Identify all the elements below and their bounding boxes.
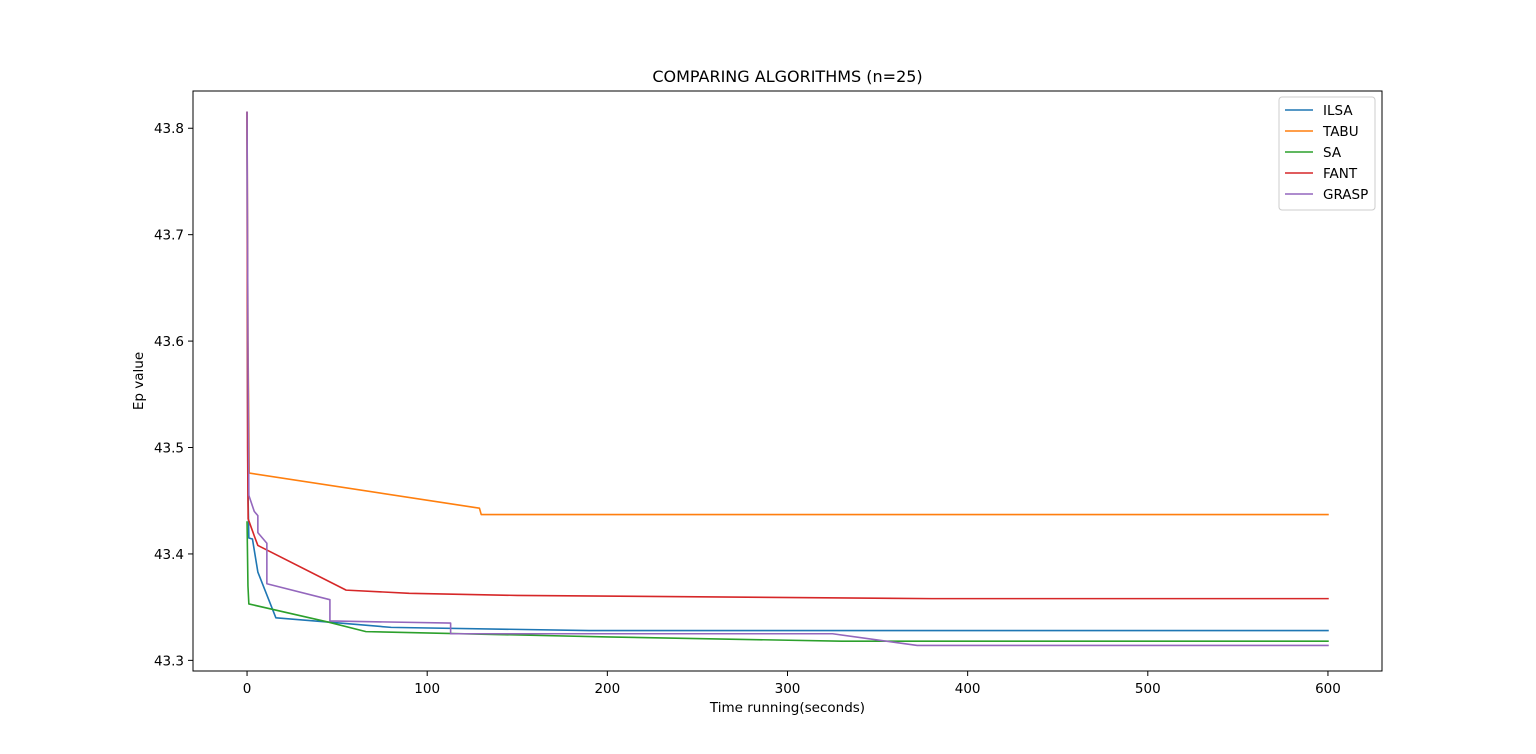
x-tick-label: 300 — [775, 681, 801, 697]
legend-label-fant: FANT — [1323, 166, 1358, 182]
series-layer — [246, 111, 1329, 647]
legend-label-sa: SA — [1323, 145, 1342, 161]
x-tick-label: 500 — [1135, 681, 1161, 697]
x-tick-label: 400 — [955, 681, 981, 697]
y-tick-label: 43.4 — [154, 547, 184, 563]
y-tick-label: 43.6 — [154, 334, 184, 350]
y-tick-label: 43.5 — [154, 441, 184, 457]
x-tick-label: 600 — [1315, 681, 1341, 697]
y-tick-label: 43.3 — [154, 653, 184, 669]
series-line-fant — [246, 111, 1329, 600]
chart-title: COMPARING ALGORITHMS (n=25) — [652, 67, 922, 86]
y-tick-label: 43.7 — [154, 228, 184, 244]
x-axis-label: Time running(seconds) — [709, 700, 865, 716]
x-axis-ticks: 0 100 200 300 400 500 600 — [243, 671, 1341, 697]
legend-box — [1278, 96, 1376, 211]
x-tick-label: 0 — [243, 681, 252, 697]
x-tick-label: 200 — [594, 681, 620, 697]
legend-label-ilsa: ILSA — [1323, 103, 1353, 119]
x-tick-label: 100 — [414, 681, 440, 697]
legend-label-grasp: GRASP — [1323, 187, 1368, 203]
y-axis-ticks: 43.3 43.4 43.5 43.6 43.7 43.8 — [154, 121, 193, 669]
legend-label-tabu: TABU — [1322, 124, 1359, 140]
series-line-sa — [246, 521, 1329, 642]
y-tick-label: 43.8 — [154, 121, 184, 137]
series-line-grasp — [246, 111, 1329, 647]
legend: ILSA TABU SA FANT GRASP — [1278, 96, 1376, 211]
y-axis-label: Ep value — [131, 352, 147, 410]
